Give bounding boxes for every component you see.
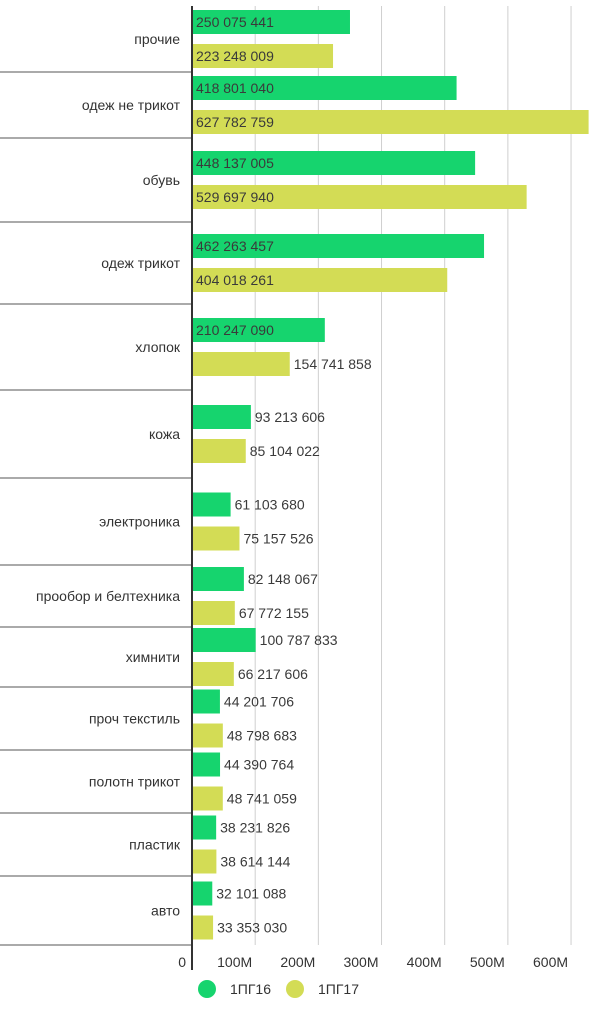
data-label: 529 697 940 [196,189,274,205]
x-tick-label: 0 [178,954,186,970]
bar-s2 [192,662,234,686]
data-label: 404 018 261 [196,272,274,288]
x-tick-label: 100M [217,954,252,970]
bar-s1 [192,815,217,840]
data-label: 462 263 457 [196,238,274,254]
bar-s2 [192,915,214,940]
data-label: 627 782 759 [196,114,274,130]
bar-s2 [192,601,235,625]
x-tick-label: 600M [533,954,568,970]
data-label: 250 075 441 [196,14,274,30]
data-label: 448 137 005 [196,155,274,171]
x-tick-label: 200M [280,954,315,970]
legend-label: 1ПГ17 [318,981,359,997]
category-label: химнити [126,649,180,665]
category-label: авто [151,903,180,919]
category-label: электроника [99,514,180,530]
data-label: 48 798 683 [227,728,297,744]
bar-s2 [192,526,240,551]
bar-s2 [192,849,217,874]
bar-s1 [192,492,231,517]
x-tick-label: 500M [470,954,505,970]
legend-marker [286,980,304,998]
bar-s1 [192,318,325,342]
category-label: прочие [134,31,180,47]
bar-s1 [192,234,485,258]
data-label: 44 201 706 [224,694,294,710]
data-label: 82 148 067 [248,571,318,587]
bar-s2 [192,352,290,376]
data-label: 418 801 040 [196,80,274,96]
data-label: 154 741 858 [294,356,372,372]
data-label: 61 103 680 [235,497,305,513]
data-label: 48 741 059 [227,791,297,807]
bar-s2 [192,268,448,292]
data-label: 32 101 088 [216,886,286,902]
data-label: 38 231 826 [220,820,290,836]
data-label: 33 353 030 [217,920,287,936]
x-tick-label: 300M [343,954,378,970]
bar-s2 [192,723,223,748]
category-label: кожа [149,426,180,442]
data-label: 67 772 155 [239,605,309,621]
category-label: пластик [129,837,181,853]
bar-s2 [192,786,223,811]
data-label: 38 614 144 [220,854,290,870]
category-label: одеж не трикот [82,97,181,113]
data-label: 75 157 526 [243,531,313,547]
bar-s2 [192,439,246,463]
category-label: проч текстиль [89,711,180,727]
bar-s2 [192,44,334,68]
bar-s1 [192,76,457,100]
data-label: 93 213 606 [255,409,325,425]
data-label: 85 104 022 [250,443,320,459]
data-label: 210 247 090 [196,322,274,338]
bar-s1 [192,752,221,777]
category-label: обувь [143,172,180,188]
bar-s1 [192,881,213,906]
bar-s1 [192,689,220,714]
x-tick-label: 400M [407,954,442,970]
bar-s1 [192,567,244,591]
bar-s1 [192,628,256,652]
data-label: 100 787 833 [260,632,338,648]
category-label: хлопок [135,339,180,355]
data-label: 223 248 009 [196,48,274,64]
legend-marker [198,980,216,998]
data-label: 66 217 606 [238,666,308,682]
bar-s1 [192,151,476,175]
data-label: 44 390 764 [224,757,294,773]
category-label: одеж трикот [101,255,180,271]
legend-label: 1ПГ16 [230,981,271,997]
bar-s2 [192,185,527,209]
category-label: полотн трикот [89,774,181,790]
bar-s1 [192,405,251,429]
bar-s1 [192,10,350,34]
bar-s2 [192,110,589,134]
category-label: прообор и белтехника [36,588,180,604]
